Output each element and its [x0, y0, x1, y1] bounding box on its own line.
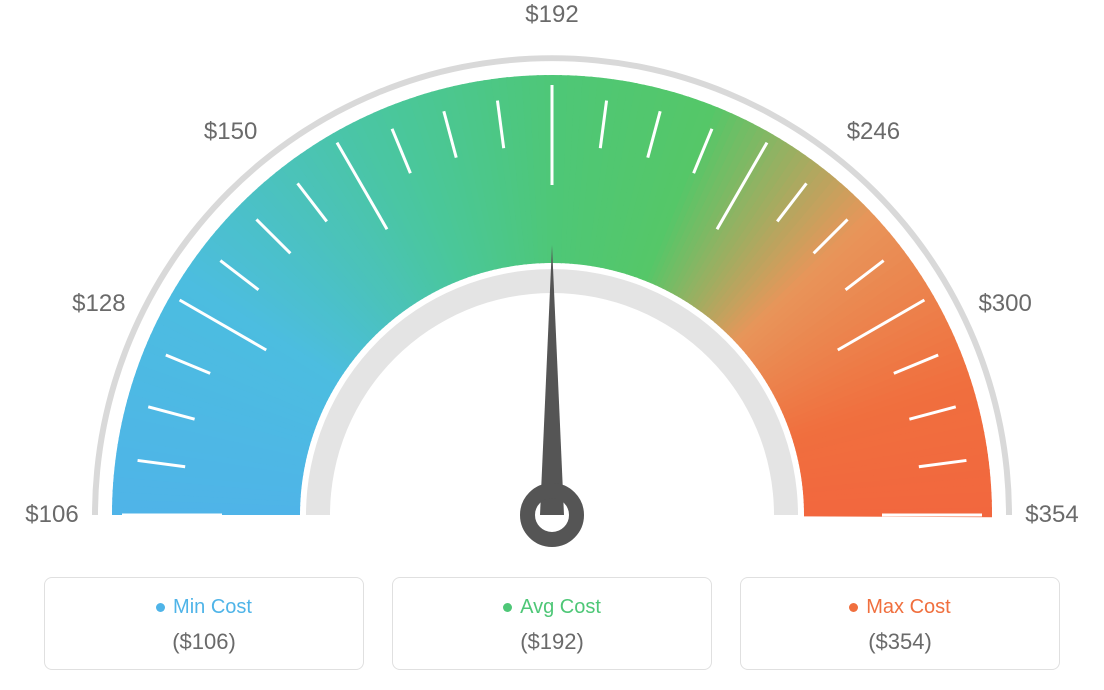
gauge-tick-label: $246	[847, 118, 900, 146]
legend-title-min-text: Min Cost	[173, 596, 252, 619]
gauge-tick-label: $150	[204, 118, 257, 146]
legend-card-min: Min Cost ($106)	[44, 577, 364, 670]
legend-card-avg: Avg Cost ($192)	[392, 577, 712, 670]
legend-value-max: ($354)	[751, 629, 1049, 655]
legend-row: Min Cost ($106) Avg Cost ($192) Max Cost…	[0, 577, 1104, 670]
gauge-tick-label: $354	[1025, 501, 1078, 529]
legend-title-avg: Avg Cost	[503, 596, 601, 619]
legend-title-max: Max Cost	[849, 596, 950, 619]
gauge-tick-label: $192	[525, 1, 578, 29]
legend-title-avg-text: Avg Cost	[520, 596, 601, 619]
gauge-tick-label: $106	[25, 501, 78, 529]
legend-title-min: Min Cost	[156, 596, 252, 619]
gauge-tick-label: $300	[978, 290, 1031, 318]
gauge-chart: $106 $128 $150 $192 $246 $300 $354	[0, 0, 1104, 560]
legend-value-avg: ($192)	[403, 629, 701, 655]
gauge-svg	[0, 0, 1104, 560]
legend-value-min: ($106)	[55, 629, 353, 655]
gauge-tick-label: $128	[72, 290, 125, 318]
legend-card-max: Max Cost ($354)	[740, 577, 1060, 670]
legend-title-max-text: Max Cost	[866, 596, 950, 619]
